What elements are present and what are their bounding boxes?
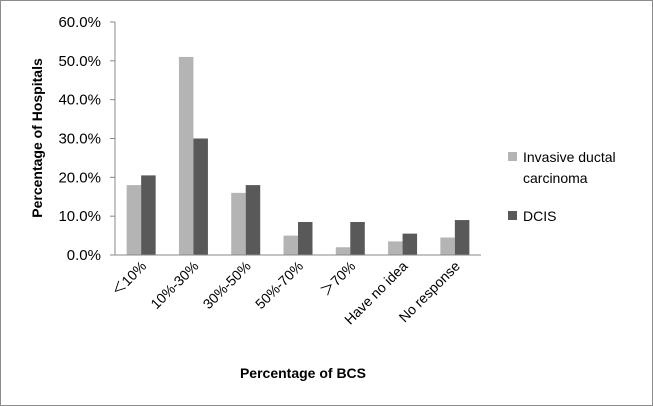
x-category-label: 30%-50% (200, 258, 254, 312)
bar-dcis (245, 185, 261, 255)
x-category-label: 10%-30% (147, 258, 201, 312)
y-axis-title: Percentage of Hospitals (29, 58, 45, 218)
y-tick-label: 20.0% (58, 169, 101, 186)
bar-dcis (402, 233, 418, 255)
x-axis-category-labels: ＜10%10%-30%30%-50%50%-70% ＞70%Have no ide… (108, 258, 463, 328)
y-axis-ticks: 0.0% 10.0% 20.0% 30.0% 40.0% 50.0% 60.0% (58, 14, 115, 264)
bar-invasive (231, 192, 246, 255)
bar-invasive (335, 247, 351, 255)
x-category-label: 50%-70% (252, 258, 306, 312)
x-category-label: ＜10% (108, 258, 149, 299)
bar-invasive (388, 241, 403, 255)
bar-dcis (193, 138, 208, 255)
legend-swatch (508, 152, 517, 161)
y-tick-label: 10.0% (58, 208, 101, 225)
y-tick-label: 30.0% (58, 131, 101, 148)
bar-invasive (440, 237, 455, 255)
y-tick-label: 40.0% (58, 92, 101, 109)
bars-group (126, 56, 470, 256)
bar-invasive (178, 56, 194, 256)
legend-label: DCIS (523, 208, 556, 224)
legend: Invasive ductal carcinoma DCIS (508, 149, 616, 224)
axes (114, 22, 481, 256)
bar-dcis (141, 175, 156, 255)
legend-swatch (508, 211, 517, 220)
y-tick-label: 60.0% (58, 14, 101, 31)
legend-label: carcinoma (523, 170, 588, 186)
bar-dcis (298, 221, 313, 255)
bar-dcis (350, 221, 365, 255)
x-axis-title: Percentage of BCS (240, 365, 366, 381)
x-category-label: ＞70% (317, 258, 358, 299)
legend-label: Invasive ductal (523, 149, 616, 165)
y-tick-label: 50.0% (58, 53, 101, 70)
y-tick-label: 0.0% (67, 247, 101, 264)
bar-invasive (283, 235, 298, 255)
bar-dcis (454, 220, 470, 255)
bar-invasive (126, 185, 142, 255)
